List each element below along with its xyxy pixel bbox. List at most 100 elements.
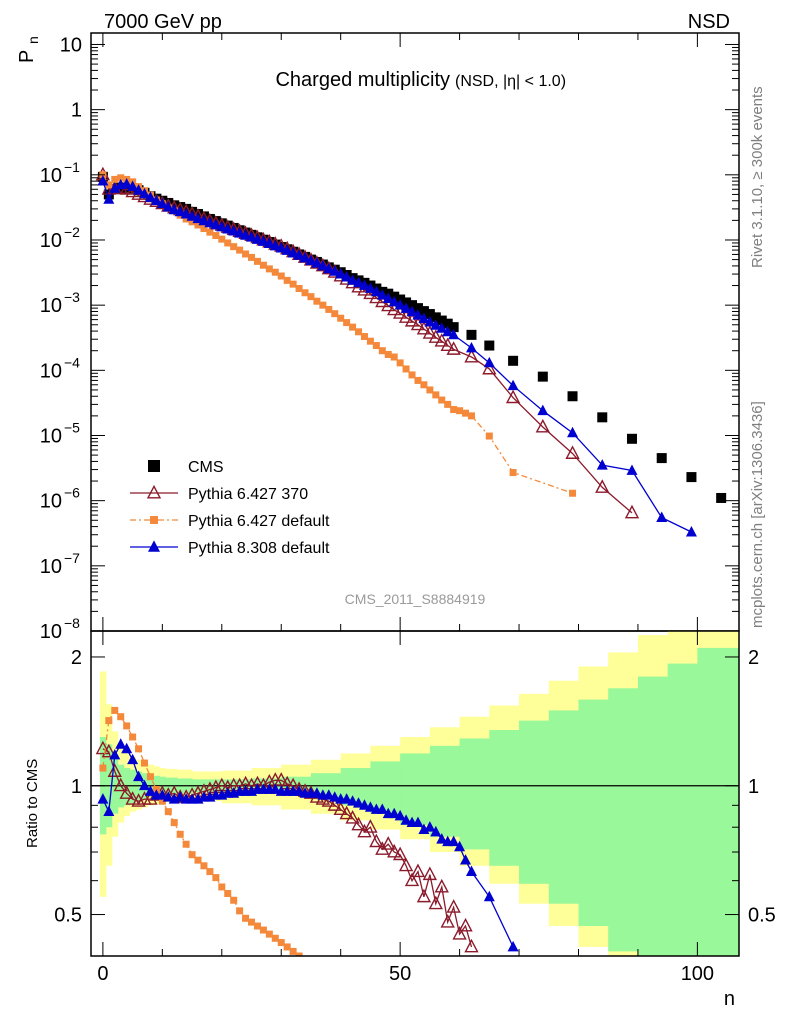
point-pythia-8-308-default-13 [174, 205, 186, 217]
point-pythia-8-308-default-25 [246, 231, 258, 242]
ratio-point-pythia-8-308-default-36 [311, 787, 323, 798]
ratio-point-pythia-6-427-default-13 [176, 830, 184, 838]
point-pythia-6-427-default-53 [414, 376, 422, 384]
ratio-point-pythia-6-427-default-27 [259, 926, 267, 934]
ratio-point-pythia-6-427-370-30 [274, 772, 289, 786]
ratio-ticks: 2 2 1 1 0.5 0.5 0 50 100 [54, 631, 776, 985]
band-inner-20 [400, 753, 431, 825]
point-pythia-6-427-default-20 [218, 235, 226, 243]
point-pythia-8-308-default-32 [287, 247, 299, 258]
point-pythia-6-427-default-57 [438, 396, 446, 404]
point-pythia-8-308-default-34 [299, 251, 311, 263]
ratio-point-pythia-6-427-370-5 [125, 791, 140, 805]
ratio-point-pythia-6-427-370-55 [422, 866, 438, 881]
point-pythia-8-308-default-18 [204, 216, 216, 228]
point-pythia-6-427-370-59 [446, 341, 461, 355]
point-pythia-8-308-default-59 [448, 328, 460, 340]
ratio-plot-frame [90, 630, 740, 957]
point-pythia-6-427-default-28 [265, 265, 273, 273]
point-cms-57 [436, 315, 447, 326]
point-pythia-6-427-default-62 [467, 412, 475, 420]
ratio-point-pythia-6-427-default-21 [224, 889, 232, 897]
point-pythia-8-308-default-43 [353, 276, 365, 288]
ratio-y-tick-label-left: 0.5 [54, 905, 82, 927]
ratio-point-pythia-6-427-370-41 [339, 805, 354, 820]
ratio-point-pythia-8-308-default-29 [269, 783, 281, 794]
y-tick-label: 10 [40, 491, 62, 513]
point-pythia-8-308-default-36 [311, 257, 323, 268]
point-pythia-6-427-default-27 [259, 261, 267, 269]
main-y-axis-label-sub: n [25, 36, 41, 44]
analysis-id: CMS_2011_S8884919 [345, 591, 486, 607]
point-pythia-6-427-default-40 [337, 314, 345, 322]
point-pythia-6-427-default-24 [242, 250, 250, 258]
ratio-point-pythia-6-427-default-22 [230, 896, 238, 904]
x-tick-label: 0 [97, 963, 108, 985]
ratio-point-pythia-6-427-default-15 [188, 851, 196, 859]
ratio-point-pythia-8-308-default-47 [376, 803, 388, 814]
point-pythia-8-308-default-61 [483, 356, 495, 368]
point-pythia-6-427-370-65 [595, 479, 610, 493]
point-pythia-8-308-default-41 [341, 270, 353, 282]
ratio-point-pythia-8-308-default-6 [133, 770, 145, 782]
point-cms-63 [537, 371, 548, 382]
ratio-point-pythia-8-308-default-56 [430, 825, 442, 837]
ratio-point-pythia-6-427-370-35 [303, 785, 319, 799]
point-pythia-6-427-default-48 [384, 350, 392, 358]
point-pythia-8-308-default-49 [388, 295, 400, 307]
point-pythia-6-427-default-2 [111, 175, 119, 183]
point-pythia-6-427-370-56 [428, 329, 443, 343]
y-tick-label: 10 [60, 34, 82, 56]
point-pythia-6-427-370-52 [404, 312, 420, 327]
y-tick-label-exp: −1 [64, 159, 80, 175]
ratio-point-pythia-6-427-370-58 [440, 914, 455, 928]
point-pythia-8-308-default-39 [329, 265, 341, 276]
point-pythia-6-427-370-54 [416, 320, 432, 335]
point-pythia-6-427-default-45 [366, 337, 374, 345]
point-pythia-6-427-default-33 [295, 285, 303, 293]
ratio-point-pythia-6-427-default-31 [283, 943, 291, 951]
ratio-point-pythia-6-427-370-50 [392, 846, 408, 861]
ratio-point-pythia-8-308-default-0 [97, 793, 109, 804]
y-tick-label-exp: −6 [64, 485, 80, 501]
point-pythia-6-427-default-65 [569, 489, 577, 497]
y-tick-label-exp: −7 [64, 550, 80, 566]
ratio-point-pythia-6-427-default-3 [117, 713, 125, 721]
ratio-point-pythia-6-427-370-0 [95, 740, 111, 755]
point-pythia-6-427-default-43 [355, 328, 363, 336]
ratio-point-pythia-8-308-default-39 [329, 791, 341, 802]
ratio-point-pythia-8-308-default-2 [109, 748, 121, 760]
ratio-point-pythia-6-427-default-6 [135, 745, 143, 753]
ratio-point-pythia-8-308-default-8 [144, 785, 156, 796]
point-pythia-8-308-default-16 [192, 212, 204, 224]
ratio-point-pythia-6-427-default-28 [265, 930, 273, 938]
ratio-point-pythia-6-427-default-4 [123, 722, 131, 730]
y-tick-label-exp: −4 [64, 354, 80, 370]
ratio-point-pythia-8-308-default-59 [448, 835, 460, 847]
point-pythia-8-308-default-6 [133, 184, 145, 195]
point-pythia-6-427-default-37 [319, 301, 327, 309]
point-pythia-8-308-default-7 [139, 187, 151, 199]
ratio-point-pythia-6-427-default-11 [164, 808, 172, 816]
ratio-y-tick-label-right: 1 [748, 776, 759, 798]
point-pythia-8-308-default-54 [418, 312, 430, 324]
point-pythia-6-427-default-60 [456, 407, 464, 415]
ratio-plot: 2 2 1 1 0.5 0.5 0 50 100 Ratio to CMS n [24, 630, 776, 1010]
ratio-point-pythia-8-308-default-33 [293, 785, 305, 796]
main-subtitle: (NSD, |η| < 1.0) [455, 73, 566, 90]
point-pythia-6-427-default-52 [408, 371, 416, 379]
point-cms-58 [442, 318, 453, 329]
band-inner-22 [459, 738, 490, 850]
ratio-point-pythia-6-427-default-2 [111, 706, 119, 714]
point-pythia-6-427-370-64 [565, 445, 580, 459]
ratio-point-pythia-6-427-370-61 [458, 917, 473, 932]
point-pythia-8-308-default-28 [263, 237, 275, 249]
ratio-point-pythia-6-427-default-25 [248, 918, 256, 926]
point-pythia-8-308-default-67 [656, 511, 668, 522]
ratio-point-pythia-6-427-default-33 [295, 952, 303, 956]
point-pythia-8-308-default-40 [335, 268, 347, 279]
ratio-point-pythia-6-427-370-54 [416, 888, 432, 903]
y-tick-label: 10 [40, 360, 62, 382]
point-pythia-6-427-370-66 [624, 504, 640, 519]
ratio-point-pythia-6-427-default-30 [277, 939, 285, 947]
